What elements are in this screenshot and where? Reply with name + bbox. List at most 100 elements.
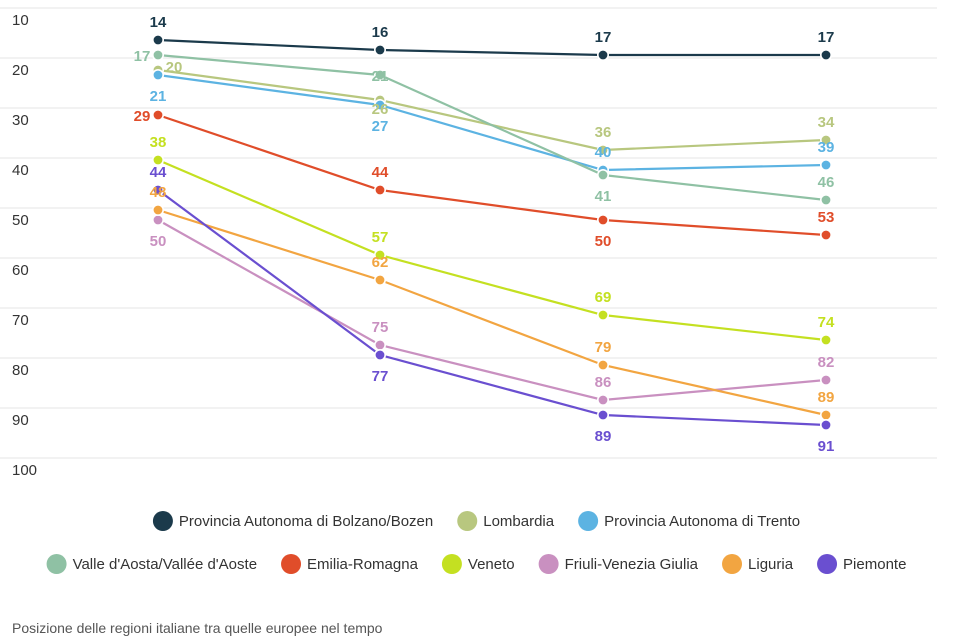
y-tick-label: 90	[12, 412, 29, 429]
series-4	[152, 48, 832, 207]
data-label: 40	[595, 144, 612, 161]
legend-swatch-icon	[578, 511, 599, 531]
data-point[interactable]	[152, 33, 165, 46]
legend-swatch-icon	[538, 554, 559, 574]
data-point[interactable]	[819, 229, 832, 242]
data-label: 17	[818, 29, 835, 46]
y-tick-label: 40	[12, 162, 29, 179]
data-label: 34	[818, 114, 835, 131]
data-label: 82	[818, 354, 835, 371]
y-tick-label: 60	[12, 262, 29, 279]
data-label: 79	[595, 339, 612, 356]
data-point[interactable]	[152, 109, 165, 122]
legend-swatch-icon	[441, 554, 462, 574]
data-point[interactable]	[373, 273, 386, 286]
data-label: 89	[595, 428, 612, 445]
data-label: 44	[150, 164, 167, 181]
data-point[interactable]	[152, 69, 165, 82]
data-point[interactable]	[373, 99, 386, 112]
data-point[interactable]	[819, 194, 832, 207]
data-point[interactable]	[819, 134, 832, 147]
legend-swatch-icon	[722, 554, 743, 574]
legend-item[interactable]: Lombardia	[457, 511, 555, 531]
data-label: 17	[595, 29, 612, 46]
legend-swatch-icon	[46, 554, 67, 574]
data-label: 75	[372, 319, 389, 336]
data-point[interactable]	[819, 333, 832, 346]
data-point[interactable]	[596, 408, 609, 421]
y-tick-label: 80	[12, 362, 29, 379]
data-label: 27	[372, 118, 389, 135]
legend-label: Friuli-Venezia Giulia	[565, 556, 699, 573]
legend-item[interactable]: Piemonte	[817, 554, 906, 574]
data-point[interactable]	[596, 358, 609, 371]
data-point[interactable]	[596, 393, 609, 406]
legend-label: Provincia Autonoma di Bolzano/Bozen	[179, 513, 433, 530]
data-point[interactable]	[152, 204, 165, 217]
data-label: 69	[595, 289, 612, 306]
series-8	[152, 204, 832, 421]
y-tick-label: 20	[12, 62, 29, 79]
data-label: 17	[134, 48, 151, 65]
legend-item[interactable]: Valle d'Aosta/Vallée d'Aoste	[46, 554, 257, 574]
data-label: 77	[372, 368, 389, 385]
legend-item[interactable]: Emilia-Romagna	[281, 554, 419, 574]
data-point[interactable]	[596, 169, 609, 182]
data-point[interactable]	[152, 214, 165, 227]
legend-item[interactable]: Veneto	[441, 554, 515, 574]
data-point[interactable]	[373, 348, 386, 361]
data-point[interactable]	[819, 159, 832, 172]
data-label: 16	[372, 24, 389, 41]
data-label: 89	[818, 389, 835, 406]
series-line	[157, 219, 827, 402]
data-labels: 14 16 17 17 20 26 36 34 21 27 40 39 17 21 41 46 29 44 50 53…	[134, 14, 835, 455]
data-point[interactable]	[596, 308, 609, 321]
legend-item[interactable]: Friuli-Venezia Giulia	[538, 554, 699, 574]
data-point[interactable]	[596, 144, 609, 157]
data-point[interactable]	[596, 48, 609, 61]
data-label: 21	[372, 68, 389, 85]
data-point[interactable]	[819, 418, 832, 431]
data-label: 14	[150, 14, 167, 31]
data-label: 48	[150, 184, 167, 201]
data-label: 91	[818, 438, 835, 455]
data-label: 46	[818, 174, 835, 191]
y-tick-label: 30	[12, 112, 29, 129]
data-point[interactable]	[373, 249, 386, 262]
data-point[interactable]	[152, 154, 165, 167]
data-point[interactable]	[152, 184, 165, 197]
data-point[interactable]	[596, 214, 609, 227]
legend-swatch-icon	[457, 511, 478, 531]
data-label: 62	[372, 254, 389, 271]
data-label: 21	[150, 88, 167, 105]
legend-label: Provincia Autonoma di Trento	[604, 513, 800, 530]
y-axis-ticks: 10 20 30 40 50 60 70 80 90 100	[12, 12, 37, 479]
data-point[interactable]	[819, 408, 832, 421]
data-label: 41	[595, 188, 612, 205]
series-line	[157, 189, 827, 427]
data-label: 74	[818, 314, 835, 331]
data-point[interactable]	[819, 48, 832, 61]
legend-item[interactable]: Liguria	[722, 554, 794, 574]
legend-label: Lombardia	[483, 513, 555, 530]
legend-item[interactable]: Provincia Autonoma di Trento	[578, 511, 800, 531]
y-tick-label: 100	[12, 462, 37, 479]
data-point[interactable]	[819, 373, 832, 386]
data-point[interactable]	[373, 43, 386, 56]
data-point[interactable]	[373, 69, 386, 82]
data-point[interactable]	[152, 48, 165, 61]
data-label: 20	[166, 59, 183, 76]
series-line	[157, 53, 827, 202]
series-7	[152, 214, 832, 406]
legend: Provincia Autonoma di Bolzano/Bozen Lomba…	[46, 511, 906, 574]
series-line	[157, 113, 827, 237]
data-label: 53	[818, 209, 835, 226]
series-2	[152, 64, 832, 157]
data-point[interactable]	[373, 184, 386, 197]
legend-item[interactable]: Provincia Autonoma di Bolzano/Bozen	[152, 511, 433, 531]
series-line	[157, 208, 827, 417]
data-label: 86	[595, 374, 612, 391]
chart-caption: Posizione delle regioni italiane tra que…	[12, 620, 383, 636]
y-tick-label: 50	[12, 212, 29, 229]
data-point[interactable]	[373, 338, 386, 351]
